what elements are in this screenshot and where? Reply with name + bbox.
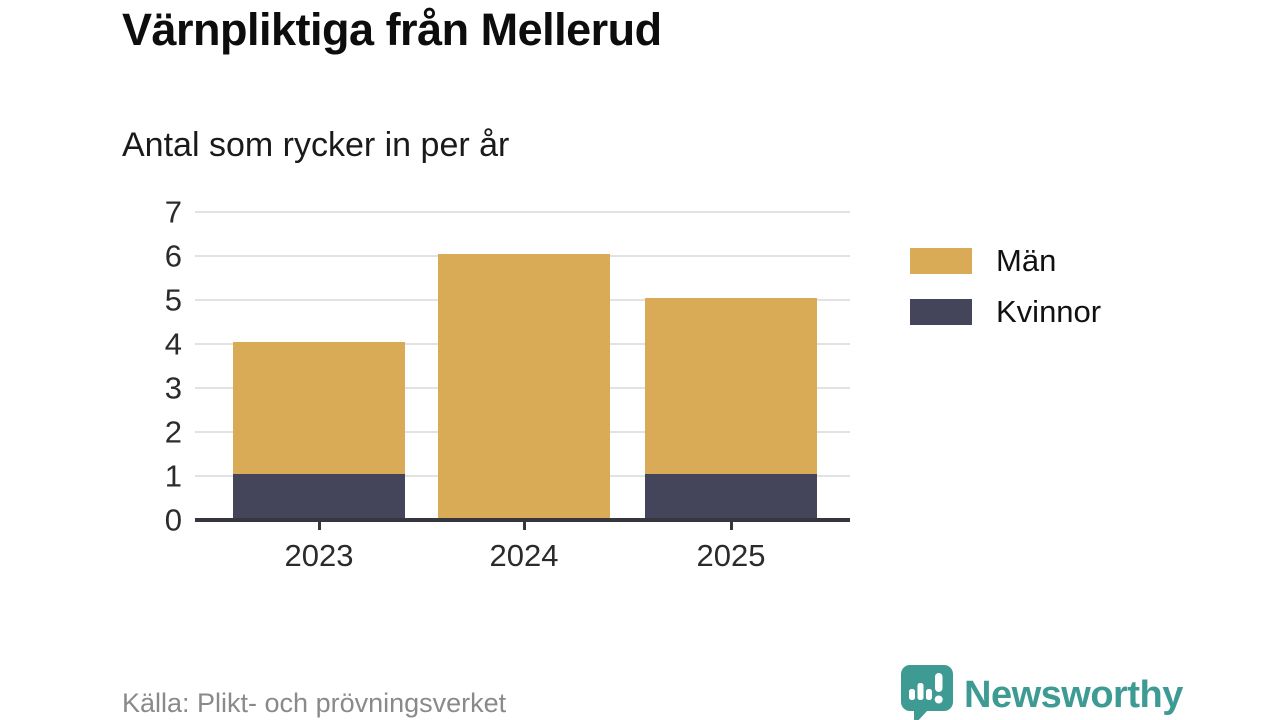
bar-kvinnor-2023 (233, 474, 405, 518)
legend-item-women: Kvinnor (910, 296, 1101, 327)
y-tick-label: 5 (164, 282, 182, 318)
y-tick-label: 7 (164, 194, 182, 230)
chart-title: Värnpliktiga från Mellerud (122, 4, 662, 55)
x-tick-label: 2024 (489, 538, 559, 573)
y-tick-label: 6 (164, 238, 182, 274)
x-axis: 2023 2024 2025 (195, 540, 850, 580)
y-tick-label: 3 (164, 370, 182, 406)
legend-swatch-women (910, 298, 972, 325)
y-axis: 0 1 2 3 4 5 6 7 (0, 197, 182, 536)
x-tick-mark (729, 522, 733, 530)
x-tick-mark (522, 522, 526, 530)
y-tick-label: 4 (164, 326, 182, 362)
legend-swatch-men (910, 247, 972, 274)
x-tick-label: 2025 (696, 538, 766, 573)
y-tick-label: 1 (164, 458, 182, 494)
brand-link[interactable]: Newsworthy (898, 663, 1183, 720)
bar-män-2024 (438, 254, 610, 518)
plot-area (195, 211, 850, 530)
x-tick-label: 2023 (284, 538, 354, 573)
newsworthy-logo-icon (898, 663, 954, 720)
chart-subtitle: Antal som rycker in per år (122, 126, 510, 164)
brand-name: Newsworthy (964, 673, 1183, 716)
legend-label-men: Män (996, 243, 1057, 278)
bar-män-2025 (645, 298, 817, 474)
bar-män-2023 (233, 342, 405, 474)
source-note: Källa: Plikt- och prövningsverket (122, 688, 507, 718)
gridline (195, 211, 850, 213)
y-tick-label: 0 (164, 502, 182, 538)
legend-item-men: Män (910, 245, 1101, 276)
y-tick-label: 2 (164, 414, 182, 450)
bar-kvinnor-2025 (645, 474, 817, 518)
x-tick-mark (317, 522, 321, 530)
legend-label-women: Kvinnor (996, 294, 1102, 329)
legend: Män Kvinnor (910, 245, 1101, 347)
x-axis-line (195, 518, 850, 522)
